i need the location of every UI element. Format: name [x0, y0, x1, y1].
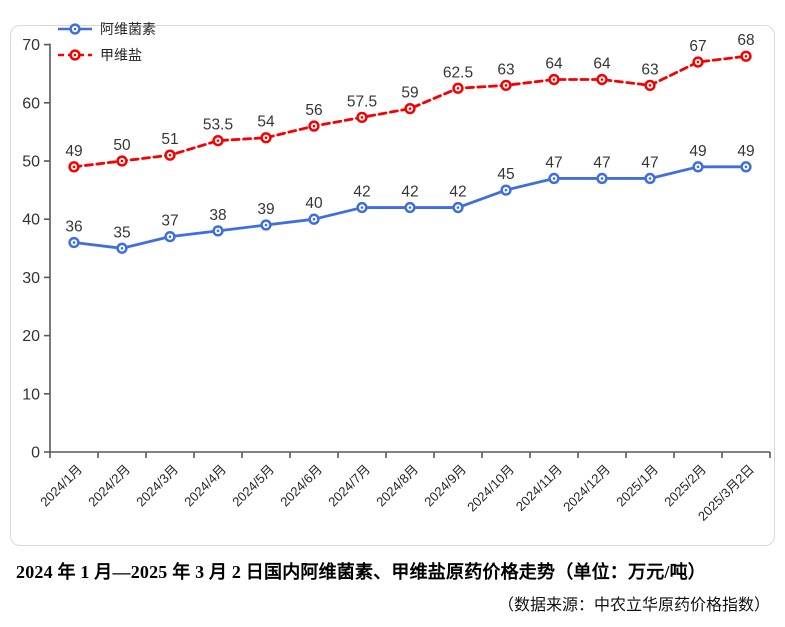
data-point-center: [504, 84, 508, 87]
y-tick-label: 20: [22, 328, 40, 345]
x-tick-label: 2025/1月: [613, 462, 661, 510]
legend-label: 甲维盐: [100, 47, 142, 63]
data-point-center: [456, 86, 460, 90]
x-tick-label: 2025/2月: [661, 462, 709, 510]
chart-caption-source: （数据来源：中农立华原药价格指数）: [497, 597, 770, 614]
data-label: 62.5: [443, 64, 473, 81]
data-label: 64: [545, 56, 563, 73]
data-point-center: [120, 159, 124, 163]
data-label: 45: [497, 166, 514, 183]
data-point-center: [648, 177, 652, 180]
data-label: 54: [257, 114, 275, 131]
data-point-center: [312, 217, 316, 221]
data-point-center: [504, 188, 508, 192]
data-point-center: [216, 229, 220, 233]
data-point-center: [600, 177, 604, 180]
data-point-center: [696, 60, 700, 64]
x-tick-label: 2024/10月: [464, 462, 517, 515]
y-tick-label: 60: [22, 95, 40, 112]
data-point-center: [360, 206, 364, 209]
x-tick-label: 2024/7月: [325, 462, 373, 510]
data-label: 68: [737, 32, 754, 49]
data-label: 49: [65, 143, 82, 160]
y-tick-label: 10: [22, 386, 40, 403]
data-label: 64: [593, 56, 611, 73]
data-point-center: [600, 78, 604, 81]
y-tick-label: 70: [22, 37, 40, 54]
y-tick-label: 50: [22, 154, 40, 171]
legend-item-0: 阿维菌素: [58, 21, 156, 37]
data-point-center: [360, 116, 364, 119]
data-label: 35: [113, 224, 130, 241]
chart-caption-title: 2024 年 1 月—2025 年 3 月 2 日国内阿维菌素、甲维盐原药价格走…: [16, 562, 706, 582]
y-tick-label: 40: [22, 212, 40, 229]
data-label: 59: [401, 85, 418, 102]
data-label: 36: [65, 218, 82, 235]
legend-marker-center: [73, 27, 77, 31]
x-tick-label: 2024/3月: [133, 462, 181, 510]
data-point-center: [264, 223, 268, 227]
series-0: 36 35 37 38 39 40 42 42 42 45 47 47 47 49 49: [65, 143, 755, 254]
series-1-line: [72, 54, 748, 169]
x-tick-label: 2024/9月: [421, 462, 469, 510]
data-label: 47: [545, 154, 562, 171]
data-point-center: [120, 247, 124, 250]
x-tick-label: 2024/8月: [373, 462, 421, 510]
data-point-center: [648, 84, 652, 87]
data-point-center: [408, 206, 412, 209]
x-tick-label: 2024/4月: [181, 462, 229, 510]
data-point-center: [168, 235, 172, 238]
data-label: 37: [161, 213, 178, 230]
data-label: 42: [449, 184, 466, 201]
data-point-center: [552, 78, 556, 81]
data-label: 39: [257, 201, 274, 218]
data-label: 49: [737, 143, 754, 160]
x-tick-label: 2024/5月: [229, 462, 277, 510]
data-label: 47: [641, 154, 658, 171]
x-tick-label: 2024/6月: [277, 462, 325, 510]
y-tick-label: 0: [31, 445, 40, 462]
data-point-center: [72, 241, 76, 244]
data-label: 50: [113, 137, 131, 154]
data-label: 49: [689, 143, 706, 160]
data-point-center: [312, 124, 316, 128]
data-point-center: [696, 165, 700, 169]
x-tick-label: 2024/11月: [513, 462, 565, 514]
x-tick-label: 2024/2月: [85, 462, 133, 510]
legend-item-1: 甲维盐: [58, 47, 142, 63]
x-tick-label: 2024/12月: [560, 462, 613, 515]
data-point-center: [456, 206, 460, 209]
data-point-center: [72, 165, 76, 169]
data-label: 42: [401, 184, 418, 201]
data-label: 47: [593, 154, 610, 171]
data-point-center: [216, 139, 220, 142]
data-point-center: [552, 177, 556, 180]
x-tick-label: 2024/1月: [37, 462, 85, 510]
data-label: 38: [209, 207, 226, 224]
data-label: 42: [353, 184, 370, 201]
data-point-center: [744, 165, 748, 169]
data-label: 56: [305, 102, 322, 119]
data-label: 40: [305, 195, 323, 212]
data-label: 63: [497, 61, 514, 78]
data-point-center: [168, 153, 172, 157]
data-label: 67: [689, 38, 706, 55]
data-label: 63: [641, 61, 658, 78]
series-1: 49 50 51 53.5 54 56 57.5 59 62.5 63 64 64 63 67 68: [65, 32, 755, 173]
data-point-center: [408, 107, 412, 110]
data-label: 53.5: [203, 117, 233, 134]
legend-label: 阿维菌素: [100, 21, 156, 37]
data-point-center: [744, 54, 748, 58]
data-point-center: [264, 136, 268, 140]
data-label: 51: [161, 131, 178, 148]
legend-marker-center: [73, 53, 77, 57]
data-label: 57.5: [347, 93, 377, 110]
y-tick-label: 30: [22, 270, 40, 287]
